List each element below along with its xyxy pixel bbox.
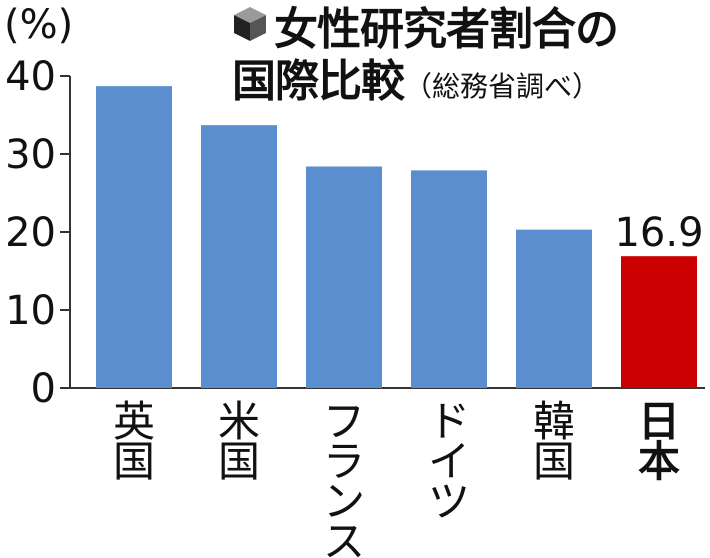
bar-value-label: 16.9 [614,210,703,256]
bar-1 [96,86,172,388]
x-tick-label: ドイツ [428,397,470,526]
bar-6 [621,256,697,388]
x-tick-label: 英国 [113,397,155,486]
x-tick-label: 韓国 [533,397,575,486]
bar-3 [306,166,382,388]
title-line-2: 国際比較（総務省調べ） [232,56,618,113]
title-text-2: 国際比較 [232,56,405,107]
y-tick-label: 40 [5,54,56,100]
cube-icon [232,3,268,55]
y-tick-label: 0 [31,366,56,412]
bar-5 [516,229,592,388]
x-tick-label: フランス [323,397,365,558]
x-tick-label: 米国 [218,397,260,486]
title-line-1: 女性研究者割合の [232,3,619,56]
y-unit-label: (%) [4,2,74,48]
y-tick-label: 30 [5,132,56,178]
chart-title: 女性研究者割合の 国際比較（総務省調べ） [232,3,619,113]
bar-4 [411,170,487,388]
y-tick-label: 10 [5,288,56,334]
bar-2 [201,125,277,388]
x-tick-label: 日本 [638,397,680,486]
y-tick-label: 20 [5,210,56,256]
title-text-1: 女性研究者割合の [274,4,619,55]
title-source: （総務省調べ） [404,70,601,103]
